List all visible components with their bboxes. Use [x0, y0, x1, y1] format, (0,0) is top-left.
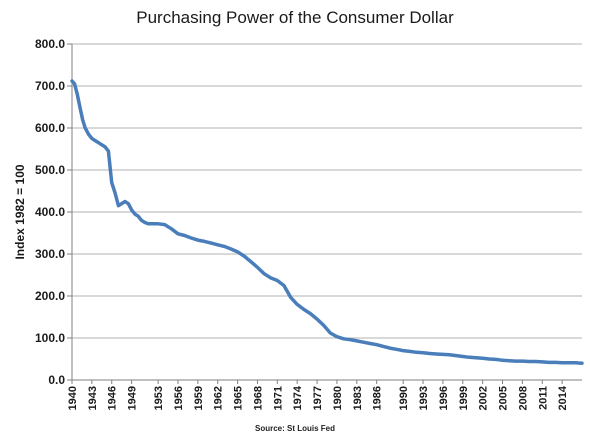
- x-tick-label: 2008: [517, 386, 529, 410]
- y-tick-label: 500.0: [35, 163, 65, 177]
- x-tick-label: 1977: [312, 386, 324, 410]
- x-tick-label: 1946: [107, 386, 119, 410]
- chart-source: Source: St Louis Fed: [254, 424, 335, 433]
- series-line: [70, 79, 584, 365]
- x-tick-label: 2005: [498, 386, 510, 410]
- x-tick-label: 1999: [458, 386, 470, 410]
- y-tick-label: 0.0: [48, 373, 65, 387]
- y-tick-label: 400.0: [35, 205, 65, 219]
- x-tick-label: 2002: [478, 386, 490, 410]
- x-tick-label: 2014: [557, 385, 569, 410]
- x-tick-label: 1986: [372, 386, 384, 410]
- x-tick-label: 1949: [127, 386, 139, 410]
- x-tick-label: 1980: [332, 386, 344, 410]
- y-tick-label: 100.0: [35, 331, 65, 345]
- x-tick-label: 1962: [213, 386, 225, 410]
- x-tick-label: 1943: [87, 386, 99, 410]
- chart-title: Purchasing Power of the Consumer Dollar: [136, 8, 454, 27]
- x-tick-label: 1956: [173, 386, 185, 410]
- y-tick-label: 200.0: [35, 289, 65, 303]
- y-axis-label: Index 1982 = 100: [13, 164, 27, 259]
- y-tick-label: 800.0: [35, 37, 65, 51]
- x-tick-label: 1940: [67, 386, 79, 410]
- x-tick-label: 1993: [418, 386, 430, 410]
- x-tick-label: 2011: [537, 386, 549, 410]
- x-tick-label: 1959: [193, 386, 205, 410]
- y-tick-label: 600.0: [35, 121, 65, 135]
- x-tick-label: 1996: [438, 386, 450, 410]
- y-tick-label: 700.0: [35, 79, 65, 93]
- y-tick-label: 300.0: [35, 247, 65, 261]
- x-tick-label: 1990: [398, 386, 410, 410]
- x-tick-label: 1968: [252, 386, 264, 410]
- x-tick-label: 1974: [292, 385, 304, 410]
- x-tick-label: 1965: [233, 386, 245, 410]
- x-tick-label: 1983: [352, 386, 364, 410]
- x-tick-label: 1953: [153, 386, 165, 410]
- x-tick-label: 1971: [272, 386, 284, 410]
